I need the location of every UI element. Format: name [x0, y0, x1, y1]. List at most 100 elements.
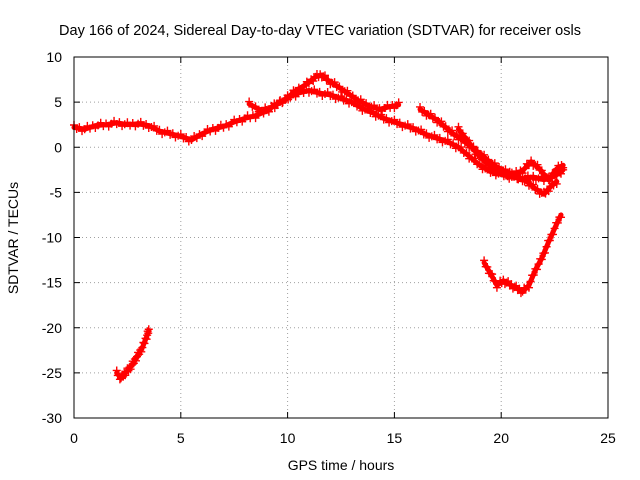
- x-tick-label: 25: [600, 430, 616, 446]
- series-arc-late-afternoon: [454, 122, 561, 198]
- data-point: [403, 120, 412, 129]
- data-point: [454, 122, 463, 131]
- data-point: [552, 179, 561, 188]
- data-point: [409, 123, 418, 132]
- data-point: [426, 109, 435, 118]
- data-point: [422, 129, 431, 138]
- data-point: [470, 154, 479, 163]
- data-point: [469, 143, 478, 152]
- data-point: [518, 172, 527, 181]
- data-point: [512, 171, 521, 180]
- data-point: [251, 102, 260, 111]
- y-tick-label: -25: [42, 365, 62, 381]
- data-point: [532, 265, 541, 274]
- data-point: [544, 187, 553, 196]
- data-point: [545, 236, 554, 245]
- data-point: [330, 78, 339, 87]
- x-axis-ticks: 0 5 10 15 20 25: [70, 57, 616, 446]
- data-point: [121, 371, 130, 380]
- data-point: [437, 117, 446, 126]
- data-point: [115, 118, 124, 127]
- data-point: [529, 180, 538, 189]
- series-arc-low-early: [112, 325, 153, 384]
- grid-lines: [74, 57, 608, 418]
- data-point: [370, 101, 379, 110]
- x-tick-label: 5: [177, 430, 185, 446]
- data-point: [348, 91, 357, 100]
- data-point: [529, 271, 538, 280]
- data-point: [144, 325, 153, 334]
- data-point: [452, 130, 461, 139]
- data-point: [483, 262, 492, 271]
- data-point: [488, 270, 497, 279]
- data-point: [497, 166, 506, 175]
- data-point: [540, 248, 549, 257]
- data-point: [526, 277, 535, 286]
- data-point: [537, 166, 546, 175]
- data-point: [559, 163, 568, 172]
- data-point: [309, 77, 318, 86]
- data-point: [490, 163, 499, 172]
- data-point: [310, 85, 319, 94]
- data-point: [155, 125, 164, 134]
- data-series: [70, 70, 568, 384]
- data-point: [480, 155, 489, 164]
- data-point: [337, 92, 345, 101]
- data-point: [382, 114, 391, 123]
- data-point: [136, 117, 145, 126]
- data-point: [557, 213, 566, 222]
- data-point: [304, 79, 313, 88]
- data-point: [430, 130, 439, 139]
- series-arc-upper-morning: [245, 70, 403, 116]
- data-point: [548, 230, 557, 239]
- data-point: [441, 122, 450, 131]
- data-point: [126, 365, 135, 374]
- data-point: [182, 133, 191, 142]
- data-point: [420, 106, 429, 115]
- data-point: [168, 129, 177, 138]
- data-point: [533, 160, 542, 169]
- data-point: [475, 160, 484, 169]
- y-axis-label: SDTVAR / TECUs: [5, 182, 21, 294]
- data-point: [550, 224, 559, 233]
- data-point: [335, 82, 344, 91]
- data-point: [462, 148, 471, 157]
- data-point: [362, 99, 371, 108]
- data-point: [533, 184, 542, 193]
- y-tick-label: -20: [42, 320, 62, 336]
- y-tick-label: -10: [42, 230, 62, 246]
- data-point: [176, 130, 185, 139]
- data-point: [534, 260, 543, 269]
- data-point: [245, 97, 254, 106]
- data-point: [324, 75, 333, 84]
- data-point: [140, 339, 149, 348]
- data-point: [486, 159, 495, 168]
- x-tick-label: 0: [70, 430, 78, 446]
- data-point: [286, 90, 295, 99]
- data-point: [163, 126, 172, 135]
- data-point: [395, 118, 404, 127]
- data-point: [284, 95, 293, 104]
- y-tick-label: -30: [42, 410, 62, 426]
- data-point: [390, 115, 399, 124]
- x-axis-label: GPS time / hours: [288, 457, 395, 473]
- data-point: [465, 136, 474, 145]
- data-point: [449, 139, 458, 148]
- y-axis-ticks: -30 -25 -20 -15 -10 -5 0 5 10: [42, 49, 608, 426]
- data-point: [417, 125, 426, 134]
- data-point: [550, 170, 559, 179]
- data-point: [435, 133, 444, 142]
- data-point: [394, 98, 403, 107]
- data-point: [328, 90, 337, 99]
- data-point: [542, 242, 551, 251]
- data-point: [75, 123, 84, 132]
- x-tick-label: 15: [387, 430, 403, 446]
- data-point: [443, 135, 452, 144]
- data-point: [529, 171, 538, 180]
- data-point: [356, 95, 365, 104]
- data-point: [416, 102, 425, 111]
- data-point: [448, 126, 457, 135]
- data-point: [138, 343, 147, 352]
- data-point: [131, 356, 140, 365]
